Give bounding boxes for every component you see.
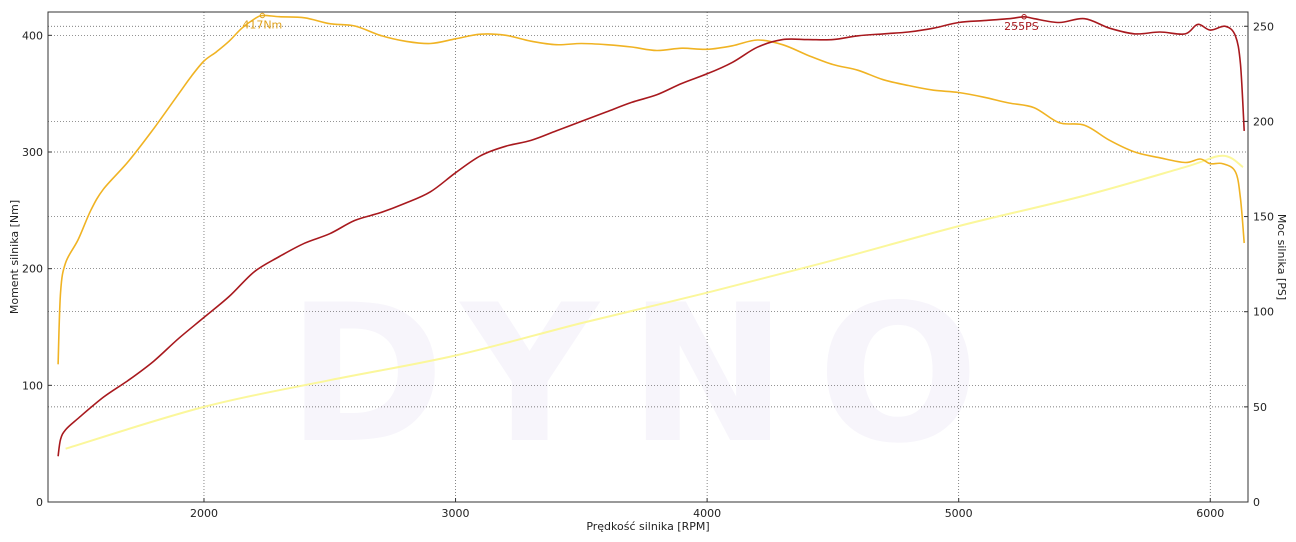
y-right-tick-label: 50 [1253, 401, 1267, 414]
peak-marker [259, 12, 266, 19]
series-line-1 [57, 16, 1245, 457]
y-left-tick-label: 400 [22, 29, 43, 42]
y-right-tick-label: 150 [1253, 211, 1274, 224]
y-left-tick-label: 200 [22, 263, 43, 276]
dyno-watermark: DYNO [287, 264, 1009, 485]
y-left-axis-ticks: 0 100 200 300 400 [22, 29, 52, 509]
x-tick-label: 4000 [693, 507, 721, 520]
y-left-tick-label: 300 [22, 146, 43, 159]
peak-marker [1021, 14, 1027, 20]
x-tick-label: 3000 [442, 507, 470, 520]
y-right-axis-label: Moc silnika [PS] [1275, 214, 1288, 300]
grid-lines [48, 12, 1248, 502]
series-line-0 [57, 14, 1245, 365]
series-line-2 [65, 154, 1244, 450]
peak-label: 255PS [1004, 20, 1039, 33]
y-right-axis-ticks: 0 50 100 150 200 250 [1244, 20, 1274, 509]
x-axis-label: Prędkość silnika [RPM] [586, 520, 709, 533]
plot-frame [47, 11, 1249, 503]
y-left-axis-label: Moment silnika [Nm] [8, 200, 21, 314]
y-right-tick-label: 100 [1253, 306, 1274, 319]
x-tick-label: 2000 [190, 507, 218, 520]
x-axis-ticks: 2000 3000 4000 5000 6000 [190, 498, 1224, 520]
series-lines [57, 14, 1245, 457]
peak-label: 417Nm [242, 19, 282, 32]
x-tick-label: 6000 [1196, 507, 1224, 520]
y-left-tick-label: 100 [22, 379, 43, 392]
x-tick-label: 5000 [945, 507, 973, 520]
y-right-tick-label: 0 [1253, 496, 1260, 509]
watermark-text: DYNO [287, 264, 1009, 485]
y-right-tick-label: 200 [1253, 115, 1274, 128]
y-right-tick-label: 250 [1253, 20, 1274, 33]
peak-markers: 417Nm 255PS [242, 12, 1039, 33]
y-left-tick-label: 0 [36, 496, 43, 509]
